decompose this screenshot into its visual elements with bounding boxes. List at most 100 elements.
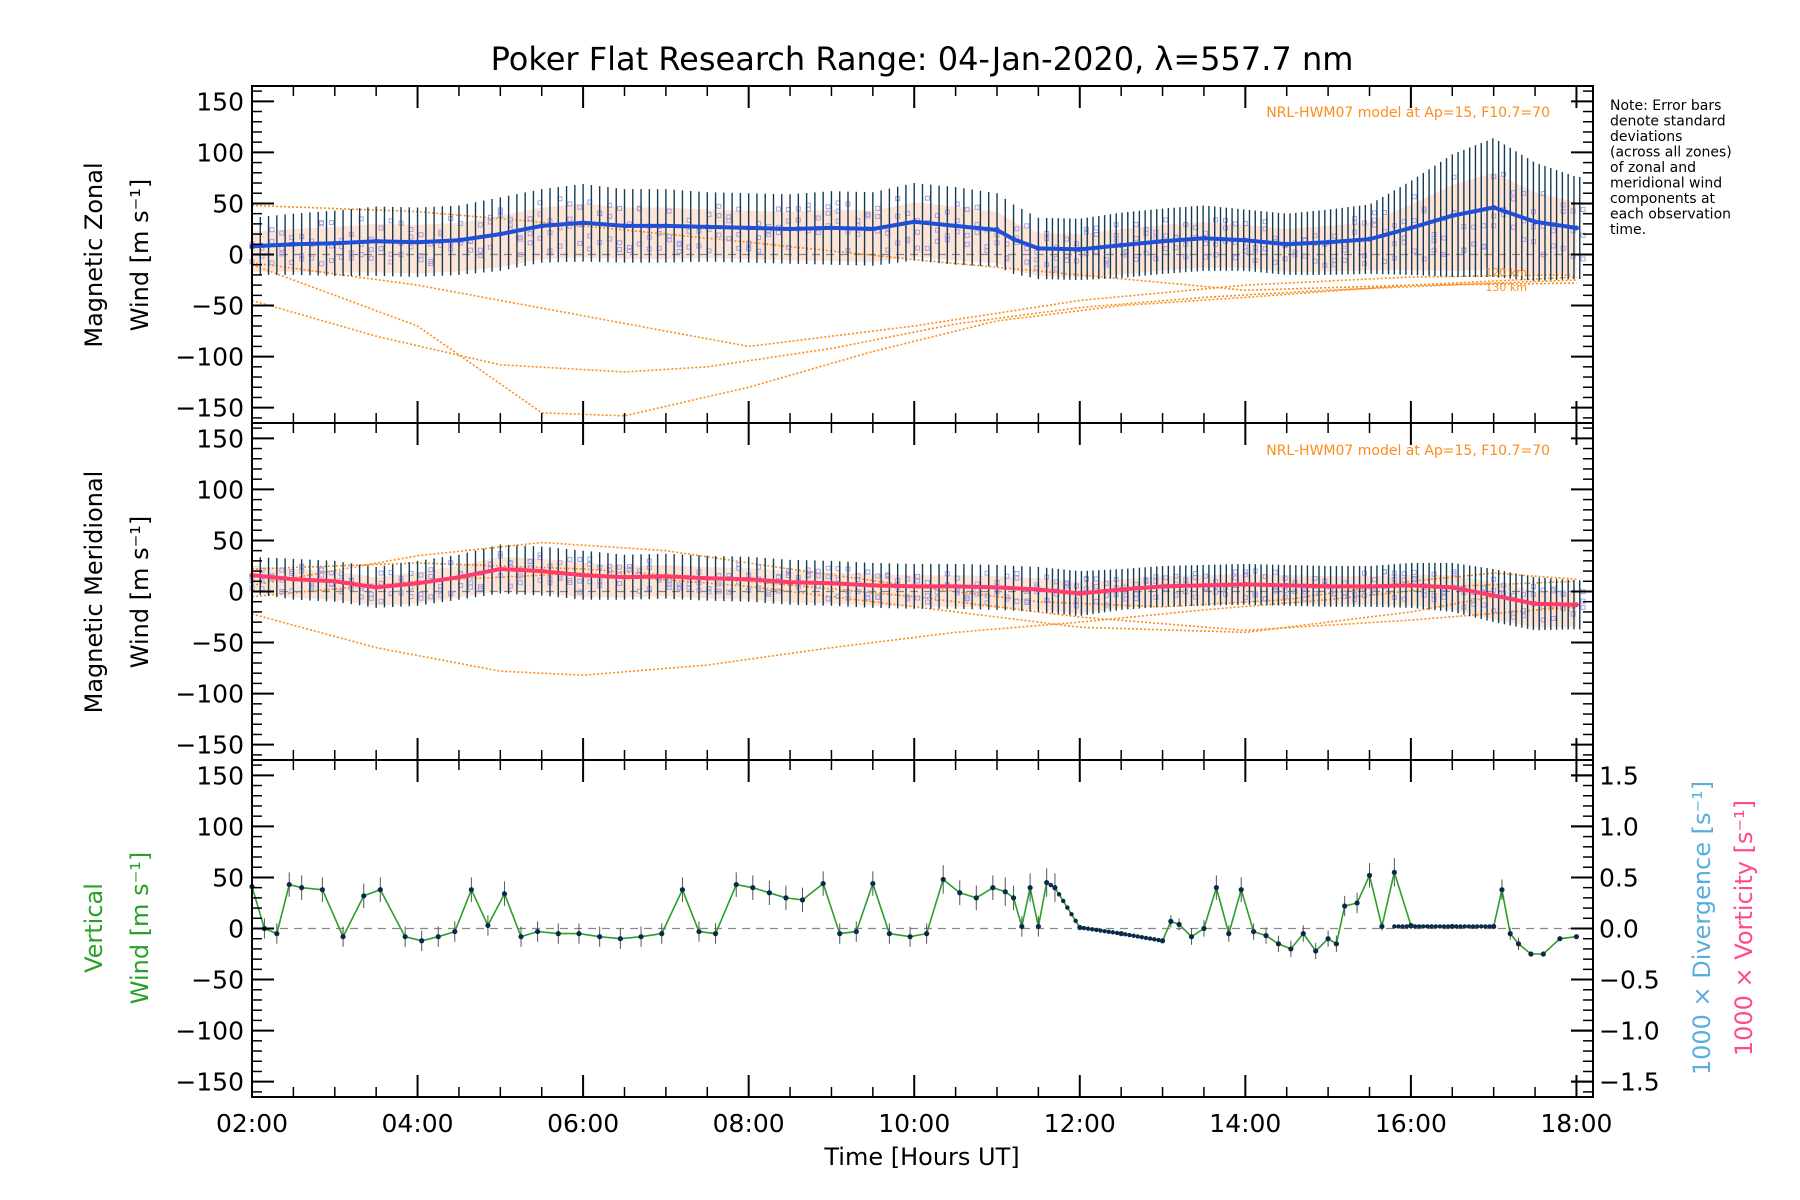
vertical-data-point (1470, 924, 1476, 929)
vertical-data-point (1412, 924, 1418, 929)
x-tick-label: 10:00 (878, 1109, 950, 1138)
vertical-data-point (1425, 924, 1430, 929)
zonal-data-point (1035, 245, 1041, 251)
vertical-data-point (1275, 941, 1282, 947)
zonal-ytick-label: −50 (191, 292, 244, 321)
vertical-data-point (1421, 924, 1426, 929)
zonal-model-label: NRL-HWM07 model at Ap=15, F10.7=70 (1266, 105, 1550, 121)
vertical-data-point (1176, 921, 1182, 928)
meridional-data-point (1491, 593, 1497, 599)
vertical-data-point (1002, 889, 1008, 895)
vertical-data-point (1540, 951, 1546, 957)
zonal-data-point (1573, 225, 1579, 231)
vertical-data-point (1325, 936, 1331, 942)
zonal-data-point (787, 226, 793, 232)
note-line: deviations (1610, 129, 1682, 145)
meridional-model-label: NRL-HWM07 model at Ap=15, F10.7=70 (1266, 443, 1550, 459)
vertical-data-point (1010, 895, 1017, 901)
vertical-data-point (1396, 924, 1401, 929)
note-line: time. (1610, 222, 1646, 238)
vertical-data-point (518, 934, 524, 940)
x-tick-label: 18:00 (1540, 1109, 1612, 1138)
meridional-data-point (663, 573, 669, 579)
meridional-data-point (1035, 586, 1041, 592)
vertical-data-point (696, 928, 702, 935)
vertical-data-point (1450, 924, 1455, 929)
zonal-data-point (870, 226, 876, 232)
x-tick-label: 08:00 (713, 1109, 785, 1138)
vertical-data-point (1313, 948, 1319, 954)
meridional-data-point (1118, 586, 1124, 592)
zonal-ylabel-line1: Magnetic Zonal (80, 162, 108, 347)
meridional-data-point (1242, 581, 1248, 587)
zonal-data-point (1532, 219, 1538, 225)
vertical-data-point (1019, 923, 1025, 930)
vertical-data-point (576, 931, 582, 937)
vertical-data-point (1342, 903, 1348, 909)
note-line: each observation (1610, 207, 1731, 223)
vertical-data-point (1201, 925, 1207, 932)
chart-title: Poker Flat Research Range: 04-Jan-2020, … (491, 40, 1354, 78)
right-ytick-label: −1.0 (1599, 1017, 1660, 1046)
meridional-data-point (870, 582, 876, 588)
zonal-data-point (746, 225, 752, 231)
zonal-data-point (1408, 225, 1414, 231)
right-ytick-label: −1.5 (1599, 1068, 1660, 1097)
vertical-data-point (750, 885, 756, 891)
meridional-data-point (994, 584, 1000, 590)
zonal-data-point (539, 223, 545, 229)
vertical-data-point (1106, 929, 1111, 934)
x-tick-label: 16:00 (1375, 1109, 1447, 1138)
note-line: denote standard (1610, 114, 1726, 130)
vertical-data-point (1048, 882, 1054, 888)
zonal-data-point (373, 238, 379, 244)
meridional-data-point (1573, 602, 1579, 608)
vertical-ytick-label: 50 (212, 863, 244, 892)
zonal-ytick-label: 0 (228, 241, 244, 270)
vertical-data-point (1127, 932, 1132, 938)
zonal-data-point (1325, 239, 1331, 245)
meridional-wind-panel: −150 −100 −50 0 50 100 150 (175, 422, 1594, 761)
vertical-data-point (468, 887, 474, 893)
vertical-data-point (1110, 930, 1116, 935)
vertical-data-point (1098, 928, 1103, 933)
meridional-ytick-label: −50 (191, 629, 244, 658)
vertical-data-point (1404, 924, 1409, 929)
zonal-data-point (1242, 237, 1248, 243)
vertical-data-point (1118, 931, 1124, 936)
note-line: components at (1610, 191, 1716, 207)
vertical-data-point (1168, 918, 1174, 924)
zonal-ytick-label: 100 (196, 138, 244, 167)
zonal-data-point (911, 219, 917, 225)
vertical-data-point (1416, 924, 1422, 929)
vertical-data-point (1499, 887, 1505, 893)
vertical-ytick-label: −50 (191, 966, 244, 995)
right-ytick-label: 1.0 (1599, 812, 1639, 841)
meridional-ytick-label: −150 (175, 731, 244, 760)
vertical-data-point (1114, 930, 1120, 936)
vertical-data-point (1466, 924, 1472, 929)
note-line: meridional wind (1610, 176, 1722, 192)
vertical-data-point (679, 887, 686, 893)
divergence-axis-label: 1000 × Divergence [s⁻¹] (1688, 781, 1716, 1075)
meridional-model-curve-3 (251, 562, 1577, 632)
vertical-data-point (957, 890, 963, 896)
vertical-data-point (1400, 924, 1405, 929)
vertical-data-point (1333, 941, 1339, 947)
meridional-data-point (456, 574, 462, 580)
meridional-ytick-label: 100 (196, 475, 244, 504)
vertical-data-point (1479, 924, 1484, 929)
vertical-data-point (1069, 912, 1074, 917)
vertical-ylabel-line1: Vertical (80, 883, 108, 973)
vertical-data-point (1102, 928, 1107, 934)
vertical-data-point (485, 922, 491, 929)
vertical-data-point (973, 895, 979, 901)
meridional-data-point (1325, 583, 1331, 589)
vertical-data-point (870, 880, 876, 887)
zonal-data-point (1449, 213, 1455, 219)
meridional-ytick-label: 0 (228, 578, 244, 607)
vertical-data-point (638, 934, 644, 940)
vertical-data-point (435, 934, 441, 940)
vertical-data-point (1429, 924, 1434, 929)
